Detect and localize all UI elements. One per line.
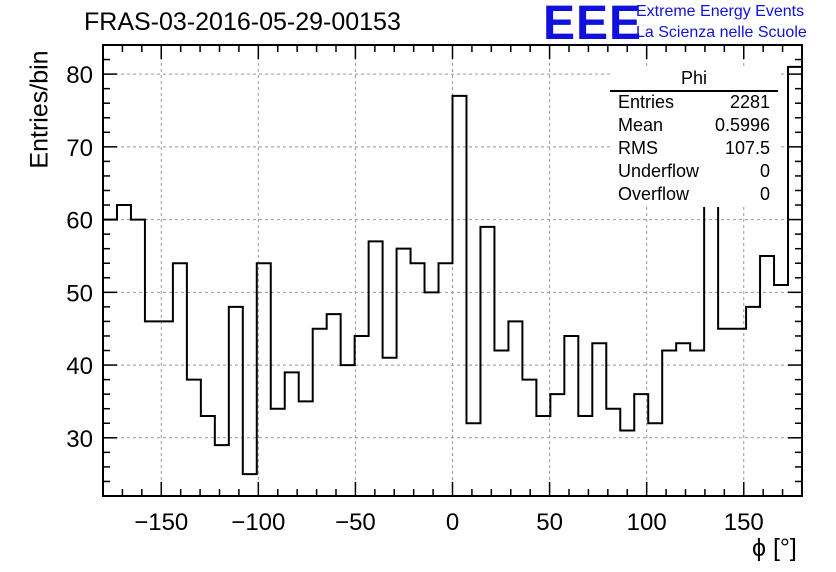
stats-row-entries: Entries 2281 <box>610 92 778 115</box>
x-tick-label: −100 <box>231 509 285 536</box>
histogram-bin <box>355 336 369 496</box>
eee-logo: EEE <box>543 0 643 50</box>
histogram-bin <box>606 409 620 496</box>
histogram-bin <box>299 401 313 496</box>
histogram-bin <box>103 220 117 496</box>
y-tick-label: 50 <box>66 280 93 307</box>
logo-line-1: Extreme Energy Events <box>636 3 805 20</box>
stats-row-mean: Mean 0.5996 <box>610 115 778 138</box>
histogram-bin <box>131 220 145 496</box>
histogram-bin <box>536 416 550 496</box>
histogram-bin <box>550 394 564 496</box>
histogram-bin <box>704 205 718 496</box>
stats-value: 0 <box>759 184 770 204</box>
y-tick-label: 30 <box>66 426 93 453</box>
stats-box: Phi Entries 2281 Mean 0.5996 RMS 107.5 U… <box>610 68 778 207</box>
histogram-bin <box>397 249 411 496</box>
stats-value: 2281 <box>729 92 770 112</box>
y-tick-label: 70 <box>66 135 93 162</box>
stats-label: Overflow <box>618 184 690 204</box>
histogram-bin <box>578 416 592 496</box>
stats-value: 0.5996 <box>714 115 770 135</box>
stats-label: RMS <box>618 138 658 158</box>
histogram-bin <box>718 329 732 496</box>
histogram-bin <box>117 205 131 496</box>
histogram-bin <box>215 445 229 496</box>
stats-row-overflow: Overflow 0 <box>610 184 778 207</box>
histogram-bin <box>620 431 634 496</box>
x-tick-label: 0 <box>446 509 459 536</box>
histogram-bin <box>201 416 215 496</box>
histogram-bin <box>369 241 383 496</box>
histogram-bin <box>466 423 480 496</box>
stats-label: Mean <box>618 115 664 135</box>
histogram-bin <box>690 351 704 496</box>
stats-row-rms: RMS 107.5 <box>610 138 778 161</box>
histogram-bin <box>439 263 453 496</box>
histogram-bin <box>746 307 760 496</box>
x-tick-label: 50 <box>536 509 563 536</box>
histogram-bin <box>453 96 467 496</box>
histogram-bin <box>313 329 327 496</box>
logo-line-2: La Scienza nelle Scuole <box>636 24 807 41</box>
stats-row-underflow: Underflow 0 <box>610 161 778 184</box>
stats-label: Underflow <box>618 161 700 181</box>
histogram-bin <box>257 263 271 496</box>
histogram-bin <box>285 372 299 496</box>
x-tick-label: 100 <box>627 509 667 536</box>
x-axis-label: ϕ [°] <box>752 534 797 562</box>
histogram-bin <box>774 285 788 496</box>
histogram-bin <box>327 314 341 496</box>
histogram-bin <box>592 343 606 496</box>
stats-value: 107.5 <box>724 138 770 158</box>
y-tick-label: 40 <box>66 353 93 380</box>
stats-value: 0 <box>759 161 770 181</box>
chart-title: FRAS-03-2016-05-29-00153 <box>84 8 401 36</box>
histogram-bin <box>648 423 662 496</box>
histogram-bin <box>271 409 285 496</box>
histogram-bin <box>173 263 187 496</box>
histogram-bin <box>425 292 439 496</box>
stats-label: Entries <box>618 92 675 112</box>
histogram-bin <box>508 321 522 496</box>
histogram-bin <box>411 263 425 496</box>
histogram-bin <box>788 67 802 496</box>
histogram-bin <box>634 394 648 496</box>
stats-title: Phi <box>610 68 778 92</box>
y-axis-label: Entries/bin <box>25 50 54 169</box>
histogram-bin <box>383 358 397 496</box>
x-tick-label: −150 <box>134 509 188 536</box>
x-tick-label: −50 <box>335 509 376 536</box>
y-tick-label: 60 <box>66 208 93 235</box>
histogram-bin <box>243 474 257 496</box>
histogram-series <box>102 65 803 496</box>
histogram-bin <box>662 351 676 496</box>
histogram-bin <box>494 351 508 496</box>
histogram-bin <box>564 336 578 496</box>
histogram-bin <box>229 307 243 496</box>
histogram-bin <box>341 365 355 496</box>
x-tick-label: 150 <box>724 509 764 536</box>
y-tick-label: 80 <box>66 62 93 89</box>
histogram-bin <box>480 227 494 496</box>
histogram-bin <box>676 343 690 496</box>
histogram-bin <box>145 321 159 496</box>
